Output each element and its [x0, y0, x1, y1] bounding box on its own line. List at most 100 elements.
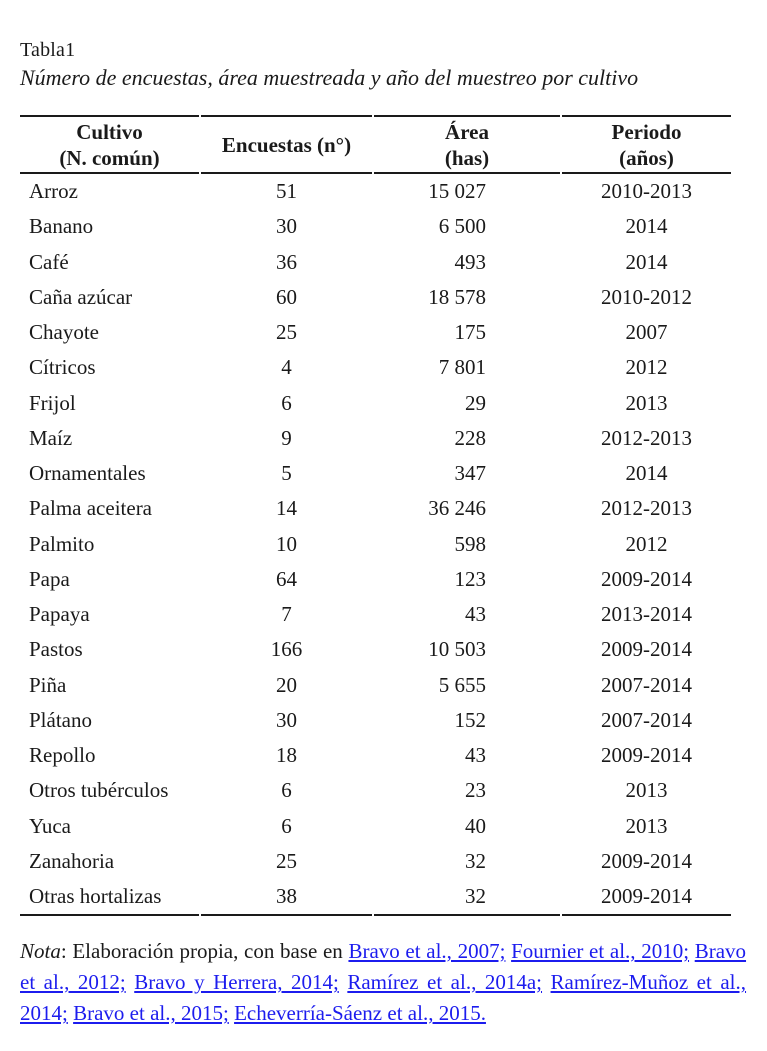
cell-area: 152	[454, 707, 487, 732]
cell-periodo: 2007-2014	[601, 707, 692, 732]
table-row: Otras hortalizas 38 32 2009-2014	[20, 879, 731, 914]
cell-periodo: 2012	[625, 355, 668, 380]
table-row: Otros tubérculos 6 23 2013	[20, 773, 731, 808]
table-row: Cítricos 4 7 801 2012	[20, 350, 731, 385]
cell-encuestas: 7	[281, 602, 292, 626]
citation-link[interactable]: Bravo et al., 2012;	[20, 939, 747, 995]
cell-periodo: 2009-2014	[601, 743, 692, 767]
cell-periodo: 2010-2012	[601, 284, 692, 309]
cell-periodo: 2010-2013	[601, 179, 692, 203]
document-page: Tabla1 Número de encuestas, área muestre…	[20, 39, 746, 1029]
table-row: Papaya 7 43 2013-2014	[20, 597, 731, 632]
cell-encuestas: 14	[276, 496, 297, 521]
column-header-sublabel: (has)	[444, 145, 490, 170]
cell-encuestas: 25	[276, 320, 297, 344]
cell-periodo: 2007-2014	[601, 672, 692, 697]
cell-area: 493	[454, 249, 487, 274]
cell-area: 228	[454, 425, 487, 450]
cell-area: 175	[454, 320, 487, 344]
cell-area: 15 027	[428, 179, 486, 203]
cell-encuestas: 36	[276, 249, 297, 274]
table-row: Repollo 18 43 2009-2014	[20, 738, 731, 773]
cell-encuestas: 10	[276, 531, 297, 556]
cell-periodo: 2014	[625, 214, 668, 239]
cell-cultivo: Piña	[29, 672, 67, 697]
cell-periodo: 2007	[625, 320, 668, 344]
table-row: Café 36 493 2014	[20, 245, 731, 280]
cell-cultivo: Otros tubérculos	[29, 778, 169, 803]
cell-periodo: 2014	[625, 461, 668, 485]
note-text: : Elaboración propia, con base en	[60, 939, 349, 964]
cell-periodo: 2014	[625, 249, 668, 274]
cell-periodo: 2009-2014	[601, 884, 692, 908]
cell-cultivo: Café	[29, 249, 69, 274]
citation-link[interactable]: Bravo et al., 2007;	[348, 939, 506, 964]
cell-area: 347	[454, 461, 487, 485]
cell-cultivo: Papa	[29, 566, 70, 591]
cell-cultivo: Palmito	[29, 531, 95, 556]
column-header-cultivo: Cultivo (N. común)	[20, 115, 199, 174]
cell-periodo: 2009-2014	[601, 848, 692, 873]
data-table: Cultivo (N. común) Encuestas (n°) Área (…	[20, 115, 731, 917]
cell-encuestas: 64	[276, 566, 297, 591]
table-row: Palmito 10 598 2012	[20, 527, 731, 562]
cell-cultivo: Otras hortalizas	[29, 884, 162, 908]
table-row: Papa 64 123 2009-2014	[20, 562, 731, 597]
citation-link[interactable]: Ramírez-Muñoz et al., 2014;	[20, 970, 747, 1026]
column-header-area: Área (has)	[374, 115, 560, 174]
cell-area: 18 578	[428, 284, 486, 309]
table-row: Piña 20 5 655 2007-2014	[20, 668, 731, 703]
cell-cultivo: Plátano	[29, 707, 92, 732]
cell-area: 32	[465, 848, 486, 873]
cell-cultivo: Frijol	[29, 390, 76, 415]
cell-cultivo: Maíz	[29, 425, 73, 450]
table-row: Yuca 6 40 2013	[20, 809, 731, 844]
cell-area: 6 500	[438, 214, 486, 239]
cell-area: 36 246	[428, 496, 486, 521]
table-row: Zanahoria 25 32 2009-2014	[20, 844, 731, 879]
cell-encuestas: 4	[281, 355, 292, 380]
table-row: Banano 30 6 500 2014	[20, 209, 731, 244]
cell-periodo: 2009-2014	[601, 637, 692, 662]
cell-encuestas: 38	[276, 884, 297, 908]
column-header-label: Encuestas (n°)	[221, 132, 352, 157]
table-row: Chayote 25 175 2007	[20, 315, 731, 350]
column-header-label: Área	[445, 119, 489, 144]
cell-periodo: 2013-2014	[601, 602, 692, 626]
rule-segment	[20, 914, 199, 917]
cell-encuestas: 20	[276, 672, 297, 697]
rule-segment	[201, 914, 372, 917]
cell-area: 5 655	[438, 672, 486, 697]
cell-area: 40	[465, 813, 486, 838]
cell-cultivo: Caña azúcar	[29, 284, 133, 309]
cell-periodo: 2012	[625, 531, 668, 556]
citation-link[interactable]: Ramírez et al., 2014a;	[347, 970, 543, 995]
cell-cultivo: Palma aceitera	[29, 496, 153, 521]
cell-cultivo: Pastos	[29, 637, 83, 662]
table-row: Plátano 30 152 2007-2014	[20, 703, 731, 738]
cell-cultivo: Banano	[29, 214, 94, 239]
cell-area: 23	[465, 778, 486, 803]
table-row: Maíz 9 228 2012-2013	[20, 421, 731, 456]
cell-periodo: 2013	[625, 813, 668, 838]
table-header-row: Cultivo (N. común) Encuestas (n°) Área (…	[20, 115, 731, 174]
table-note: Nota: Elaboración propia, con base en Br…	[20, 936, 746, 1029]
citation-link[interactable]: Echeverría-Sáenz et al., 2015.	[234, 1001, 486, 1026]
cell-periodo: 2013	[625, 778, 668, 803]
cell-cultivo: Zanahoria	[29, 848, 115, 873]
table-row: Palma aceitera 14 36 246 2012-2013	[20, 491, 731, 526]
cell-cultivo: Chayote	[29, 320, 99, 344]
cell-periodo: 2012-2013	[601, 496, 692, 521]
column-header-encuestas: Encuestas (n°)	[201, 115, 372, 174]
cell-encuestas: 9	[281, 425, 292, 450]
citation-link[interactable]: Bravo et al., 2015;	[73, 1001, 229, 1026]
table-bottom-rule	[20, 914, 731, 917]
note-links: Bravo et al., 2007; Fournier et al., 201…	[20, 939, 746, 1025]
cell-area: 7 801	[438, 355, 486, 380]
citation-link[interactable]: Bravo y Herrera, 2014;	[134, 970, 339, 995]
cell-cultivo: Ornamentales	[29, 461, 146, 485]
citation-link[interactable]: Fournier et al., 2010;	[511, 939, 690, 964]
rule-segment	[562, 914, 731, 917]
cell-encuestas: 6	[281, 390, 292, 415]
cell-area: 598	[454, 531, 487, 556]
